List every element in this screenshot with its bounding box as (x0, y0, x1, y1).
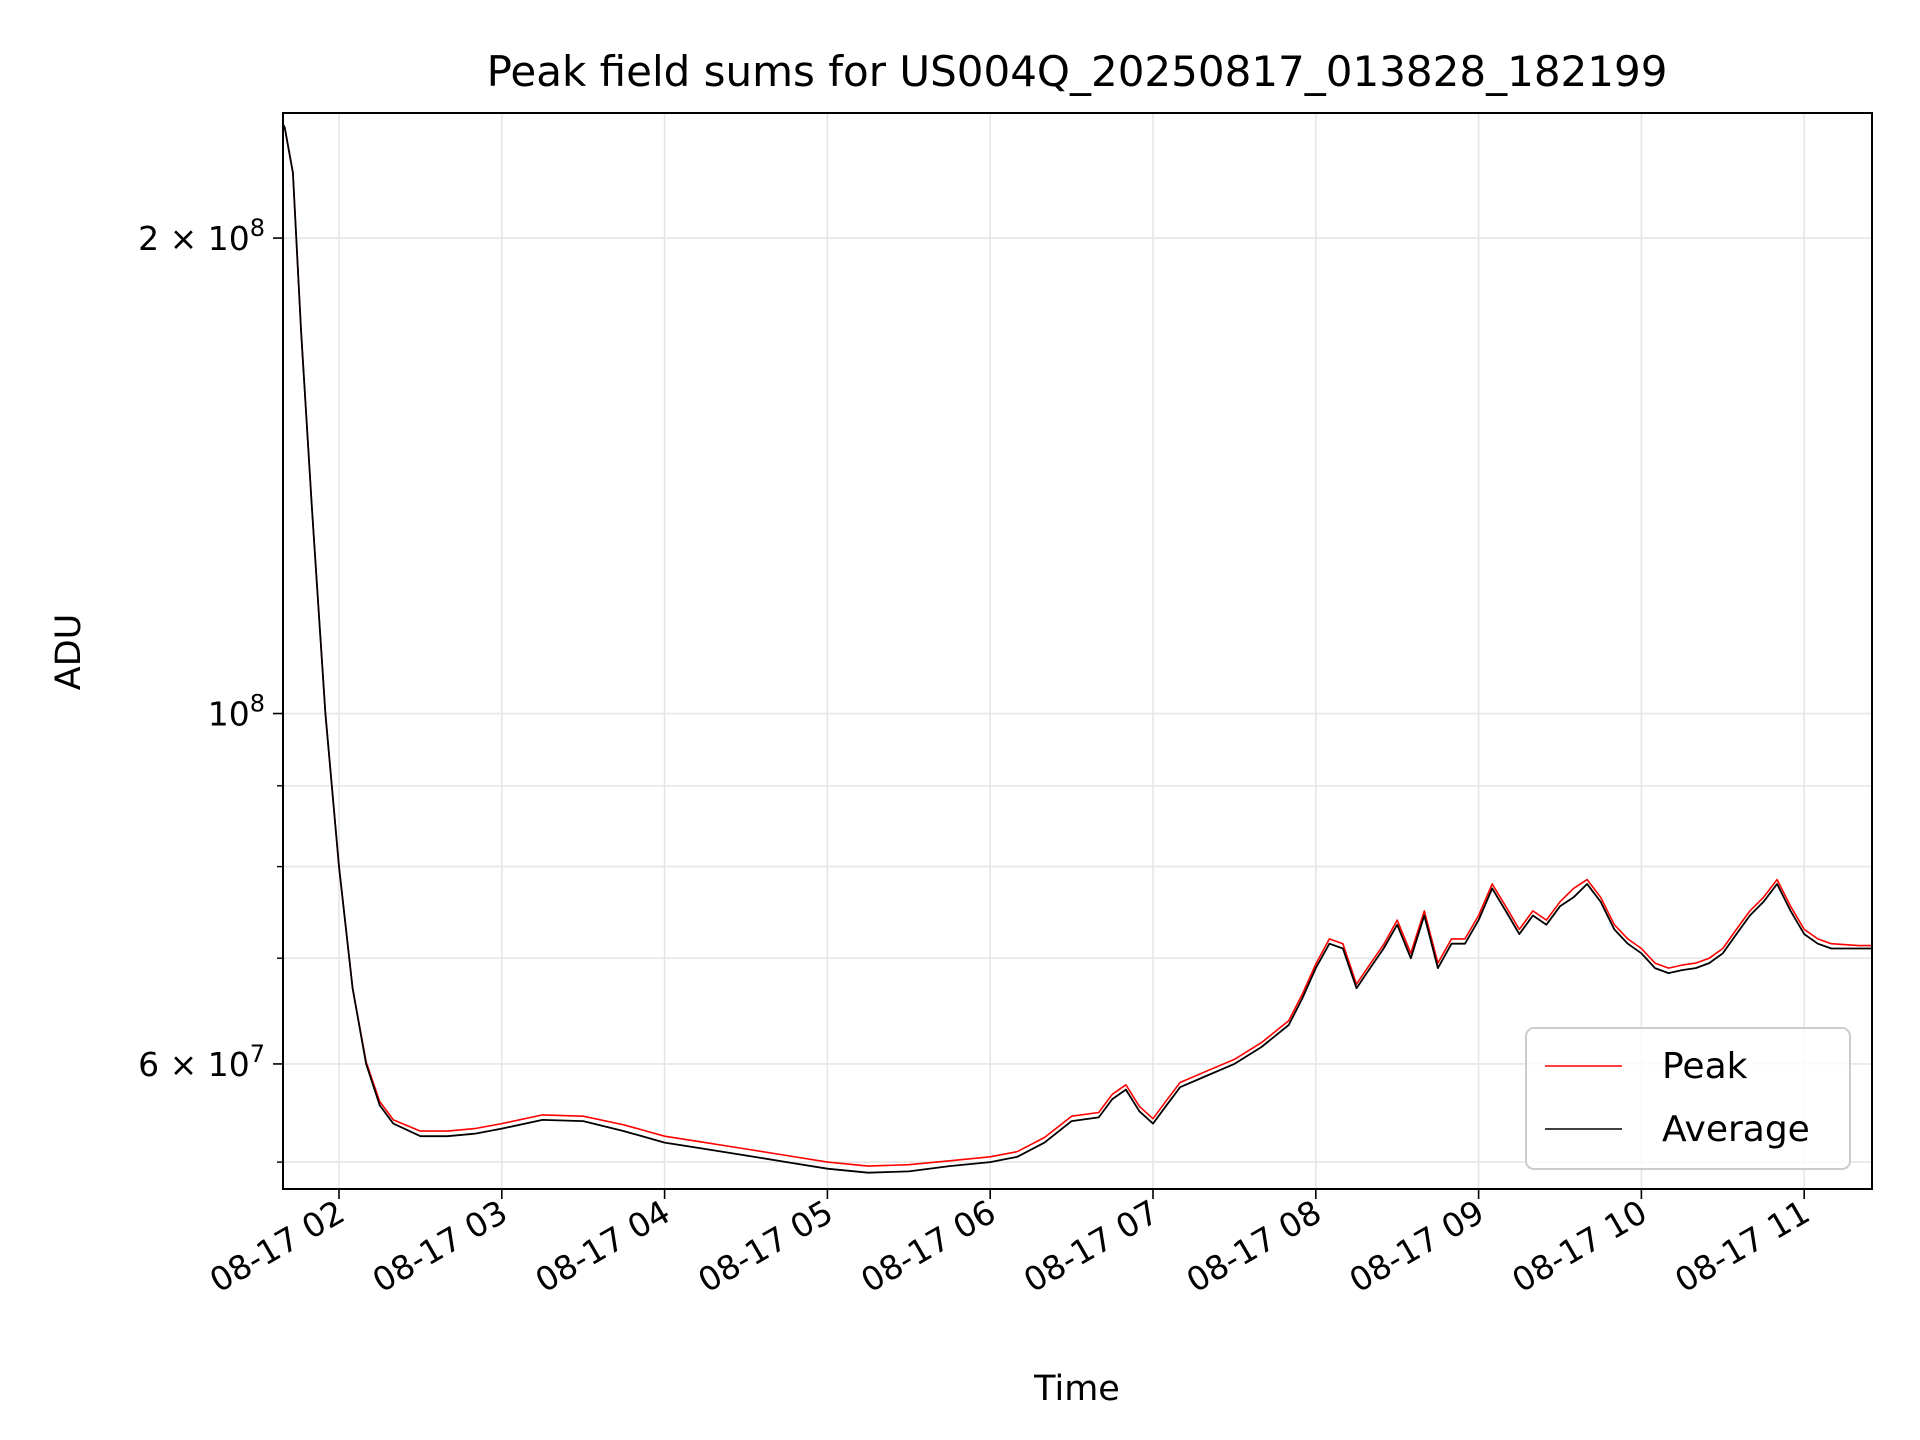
y-tick-label-60000000: 6 × 107 (138, 1040, 265, 1084)
series-line-peak (282, 121, 1873, 1167)
y-axis: 2 × 108 108 6 × 107 (138, 214, 283, 1163)
legend-label-average: Average (1662, 1109, 1810, 1150)
legend-label-peak: Peak (1662, 1046, 1748, 1087)
x-axis-title: Time (1033, 1369, 1120, 1409)
y-tick-label-100000000: 108 (208, 690, 265, 734)
legend-box (1525, 1027, 1851, 1170)
plot-frame (282, 112, 1873, 1190)
y-tick-label-200000000: 2 × 108 (138, 214, 265, 258)
legend: Peak Average (1525, 1027, 1851, 1170)
chart-title: Peak field sums for US004Q_20250817_0138… (487, 47, 1668, 96)
series-line-average (282, 121, 1873, 1174)
series-layer (282, 121, 1873, 1174)
y-axis-title: ADU (49, 614, 89, 691)
